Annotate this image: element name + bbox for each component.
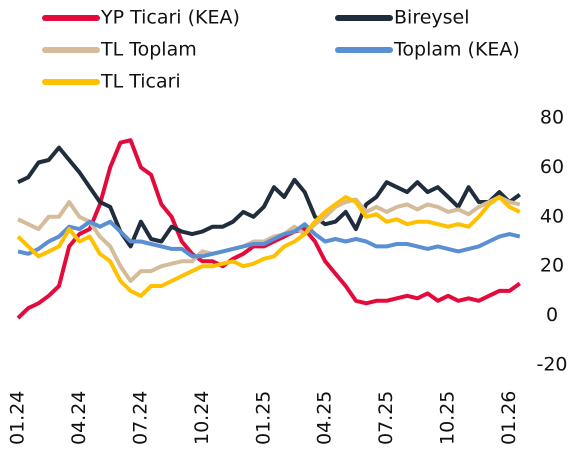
y-tick-label: 60 [540, 156, 564, 178]
series-line [16, 195, 521, 298]
x-tick-label: 04.25 [314, 391, 336, 445]
y-tick-label: 0 [546, 304, 558, 326]
series-line [17, 145, 521, 249]
legend-label: Bireysel [394, 7, 470, 29]
x-tick-label: 04.24 [68, 391, 90, 445]
y-tick-label: 80 [540, 107, 564, 129]
legend-label: Toplam (KEA) [393, 39, 520, 61]
x-tick-label: 01.25 [252, 391, 274, 445]
y-tick-label: -20 [536, 354, 567, 376]
y-tick-label: 20 [540, 255, 564, 277]
legend-label: YP Ticari (KEA) [100, 7, 240, 29]
x-tick-label: 07.25 [375, 391, 397, 445]
x-tick-label: 01.24 [7, 391, 29, 445]
x-tick-label: 10.24 [191, 391, 213, 445]
x-tick-label: 10.25 [437, 391, 459, 445]
series-line [16, 138, 521, 320]
x-tick-label: 07.24 [129, 391, 151, 445]
y-tick-label: 40 [540, 205, 564, 227]
x-tick-label: 01.26 [498, 391, 520, 445]
legend-label: TL Ticari [100, 71, 181, 93]
series-line [17, 219, 521, 259]
series-line [17, 195, 521, 283]
legend-label: TL Toplam [100, 39, 197, 61]
